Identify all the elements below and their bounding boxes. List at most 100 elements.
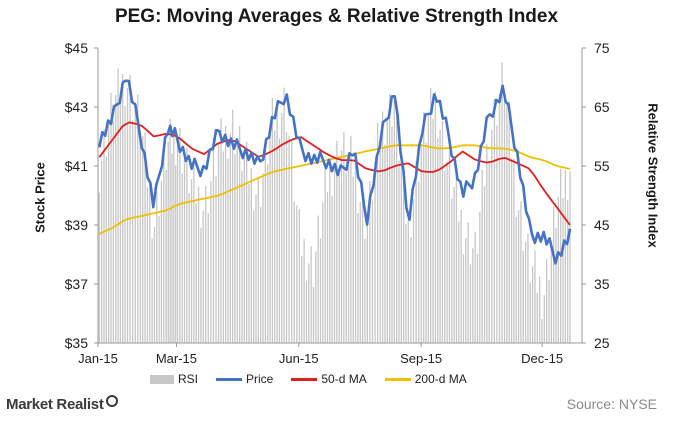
rsi-bar	[391, 126, 393, 344]
legend: RSI Price 50-d MA 200-d MA	[150, 372, 477, 386]
rsi-bar	[536, 292, 538, 343]
rsi-bar	[110, 92, 112, 343]
rsi-bar	[105, 156, 108, 343]
rsi-bar	[253, 210, 255, 343]
y-tick-label: $35	[65, 335, 89, 351]
rsi-bar	[163, 146, 165, 343]
rsi-bar	[381, 111, 384, 344]
rsi-bar	[200, 227, 202, 343]
rsi-bar	[124, 105, 126, 343]
rsi-bar	[264, 139, 267, 343]
y2-tick-label: 45	[594, 217, 610, 233]
rsi-bar	[262, 173, 264, 343]
rsi-bar	[158, 215, 160, 343]
rsi-bar	[236, 140, 238, 343]
rsi-bar	[517, 210, 520, 343]
rsi-bar	[167, 141, 169, 343]
legend-swatch-price	[216, 377, 243, 381]
rsi-bar	[420, 144, 422, 343]
rsi-bar	[169, 118, 171, 343]
rsi-bar	[137, 94, 139, 344]
rsi-bar	[384, 144, 386, 343]
y-tick-label: $37	[65, 276, 89, 292]
rsi-bar	[534, 250, 536, 343]
rsi-bar	[126, 88, 129, 343]
rsi-bar	[202, 210, 204, 343]
rsi-bar	[278, 138, 281, 343]
rsi-bar	[271, 97, 274, 343]
rsi-bar	[465, 238, 467, 343]
rsi-bar	[350, 136, 352, 343]
rsi-bar	[474, 232, 476, 343]
rsi-bar	[498, 93, 501, 343]
rsi-bar	[345, 172, 347, 343]
rsi-bar	[317, 215, 319, 343]
rsi-bar	[506, 101, 508, 343]
rsi-bar	[527, 233, 529, 343]
rsi-bar	[437, 138, 439, 343]
rsi-bar	[503, 102, 506, 344]
rsi-bar	[207, 212, 209, 343]
rsi-bar	[439, 129, 441, 343]
rsi-bar	[193, 162, 195, 343]
rsi-bar	[423, 111, 425, 344]
rsi-bar	[545, 258, 548, 343]
rsi-bar	[293, 201, 295, 343]
rsi-bar	[290, 139, 293, 343]
rsi-bar	[160, 181, 163, 343]
rsi-bar	[491, 130, 493, 343]
rsi-bar	[142, 136, 144, 343]
rsi-bar	[520, 201, 522, 343]
rsi-bar	[319, 238, 322, 343]
rsi-bar	[281, 113, 283, 343]
rsi-bar	[403, 163, 405, 343]
legend-swatch-200d-ma	[384, 377, 411, 381]
brand-logo: Market Realist	[6, 395, 118, 413]
rsi-bar	[557, 197, 560, 343]
rsi-bar	[215, 176, 217, 343]
rsi-bar	[101, 160, 103, 343]
rsi-bar	[369, 181, 371, 343]
legend-swatch-rsi	[150, 374, 174, 384]
rsi-bar	[488, 161, 490, 343]
rsi-bar	[343, 132, 345, 343]
legend-item-price: Price	[216, 372, 273, 386]
rsi-bar	[98, 192, 100, 343]
rsi-bar	[418, 181, 420, 343]
rsi-bar	[122, 73, 124, 343]
brand-name: Market Realist	[6, 396, 104, 413]
rsi-bar	[541, 319, 543, 343]
rsi-bar	[108, 124, 110, 343]
rsi-bar	[238, 126, 241, 343]
rsi-bar	[333, 168, 336, 343]
rsi-bar	[179, 127, 181, 343]
rsi-bar	[197, 186, 200, 343]
rsi-bar	[308, 263, 310, 343]
rsi-bar	[359, 202, 361, 343]
chart-title: PEG: Moving Averages & Relative Strength…	[114, 6, 559, 27]
rsi-bar	[388, 93, 391, 343]
rsi-bar	[205, 186, 207, 343]
rsi-bar	[357, 213, 359, 343]
rsi-bar	[479, 211, 481, 343]
rsi-bar	[376, 122, 379, 343]
rsi-bar	[173, 130, 175, 343]
rsi-bar	[186, 147, 188, 343]
rsi-bar	[129, 75, 131, 343]
rsi-bar	[195, 203, 197, 343]
x-tick-label: Jan-15	[78, 351, 118, 366]
rsi-bar	[210, 181, 212, 343]
rsi-bar	[455, 174, 458, 343]
rsi-bar	[241, 170, 243, 343]
rsi-bar	[550, 243, 552, 343]
legend-item-200d-ma: 200-d MA	[384, 372, 467, 386]
rsi-bar	[467, 221, 469, 343]
y2-tick-label: 25	[594, 335, 610, 351]
x-tick-label: Sep-15	[400, 351, 442, 366]
rsi-bar	[430, 87, 432, 343]
rsi-bar	[276, 105, 278, 343]
rsi-bar	[117, 68, 119, 344]
rsi-bar	[395, 100, 398, 343]
rsi-bar	[448, 152, 451, 343]
y-tick-label: $45	[65, 40, 89, 56]
